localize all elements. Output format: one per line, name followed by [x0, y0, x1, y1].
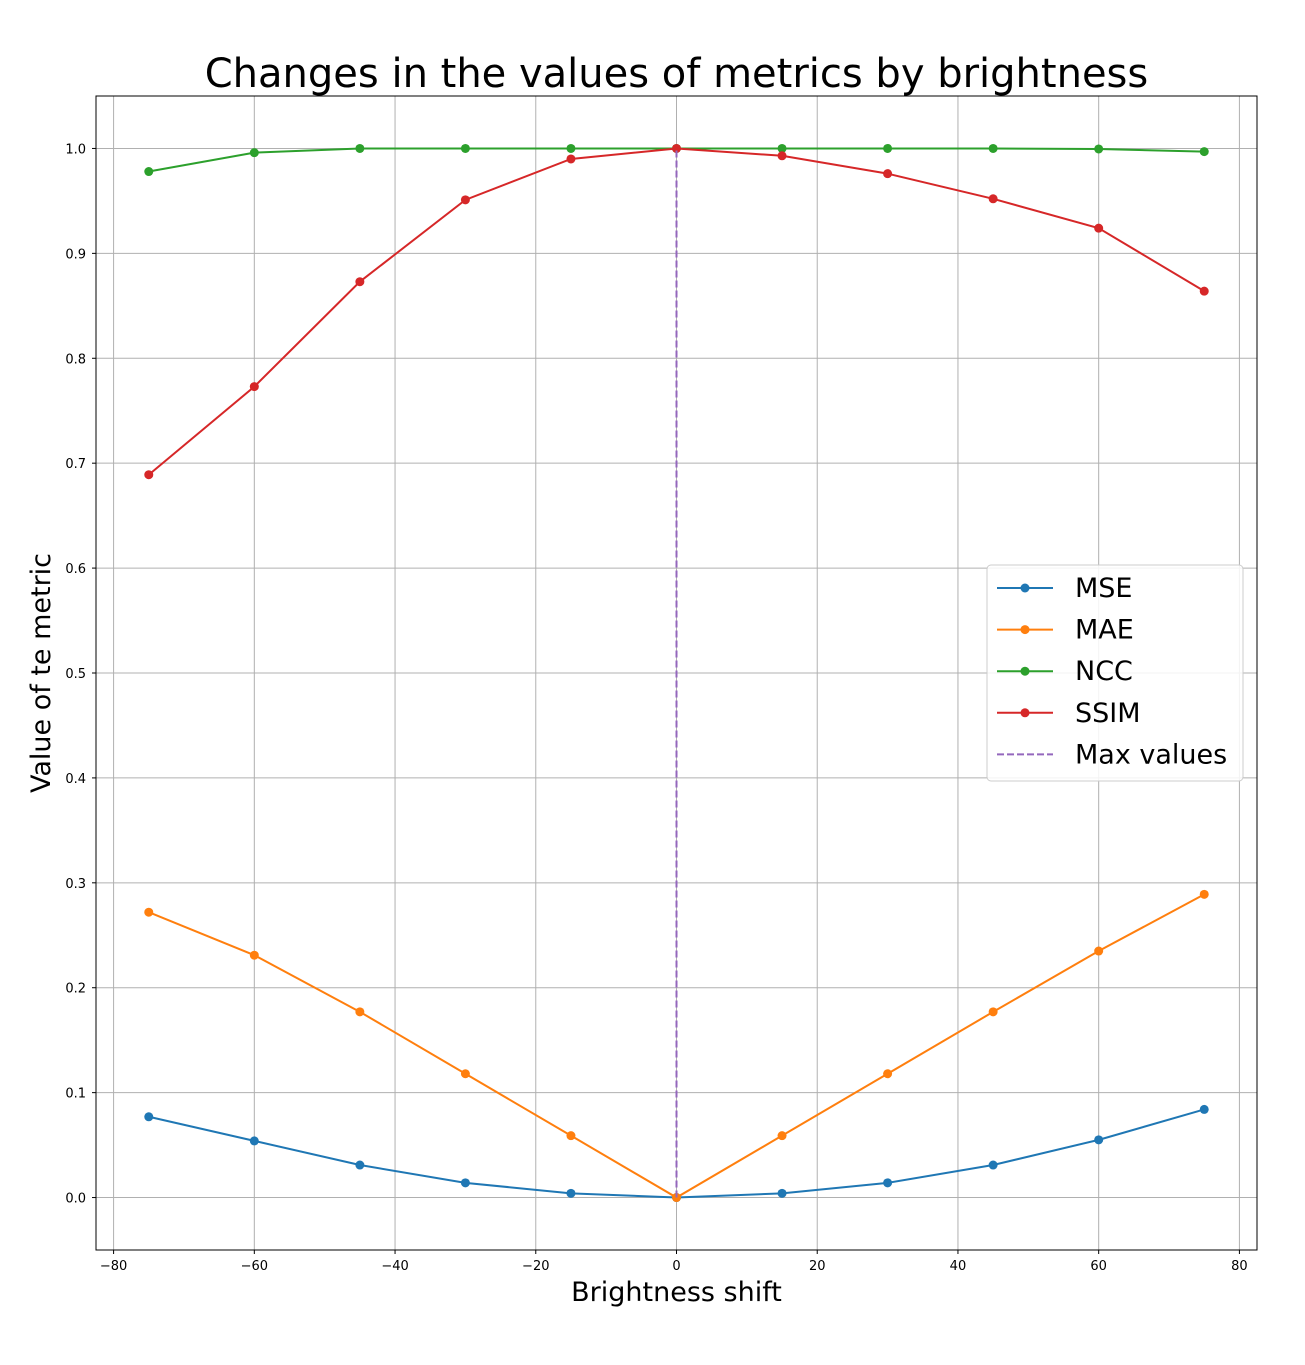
- data-point-ssim: [1199, 286, 1209, 296]
- data-point-mse: [355, 1160, 365, 1170]
- data-point-mse: [249, 1136, 259, 1146]
- legend-item-ncc: NCC: [997, 656, 1133, 687]
- y-tick-label: 0.0: [65, 1192, 86, 1207]
- data-point-ncc: [988, 143, 998, 153]
- data-point-ncc: [566, 143, 576, 153]
- series-ssim: [144, 143, 1209, 480]
- data-point-ssim: [355, 277, 365, 287]
- x-tick-label: 0: [672, 1259, 680, 1274]
- data-point-mae: [460, 1069, 470, 1079]
- legend-item-ssim: SSIM: [997, 698, 1141, 729]
- y-tick-label: 0.4: [65, 772, 86, 787]
- x-tick-label: −40: [381, 1259, 408, 1274]
- data-point-mae: [566, 1131, 576, 1141]
- data-point-mae: [144, 907, 154, 917]
- legend-item-mae: MAE: [997, 615, 1134, 646]
- data-point-ncc: [249, 148, 259, 158]
- legend-marker: [1020, 666, 1030, 676]
- data-point-mae: [883, 1069, 893, 1079]
- legend-item-max-values: Max values: [997, 739, 1227, 770]
- data-point-mae: [777, 1131, 787, 1141]
- data-point-mse: [883, 1178, 893, 1188]
- data-point-ssim: [672, 143, 681, 153]
- data-point-ssim: [1094, 223, 1104, 233]
- x-tick-label: −60: [241, 1259, 268, 1274]
- y-tick-label: 0.9: [65, 247, 86, 262]
- data-point-ncc: [883, 143, 893, 153]
- data-point-ncc: [144, 167, 154, 177]
- y-tick-label: 0.3: [65, 877, 86, 892]
- legend-item-mse: MSE: [997, 573, 1133, 604]
- data-point-ssim: [144, 470, 154, 480]
- data-point-mae: [1094, 946, 1104, 956]
- y-tick-label: 0.5: [65, 667, 86, 682]
- y-tick-label: 0.6: [65, 562, 86, 577]
- legend-marker: [1020, 583, 1030, 593]
- y-tick-label: 0.8: [65, 352, 86, 367]
- data-point-mae: [988, 1007, 998, 1017]
- data-point-mae: [1199, 889, 1209, 899]
- legend-label: Max values: [1075, 739, 1227, 770]
- data-point-ssim: [988, 194, 998, 204]
- data-point-mse: [144, 1112, 154, 1122]
- data-point-mse: [777, 1188, 787, 1198]
- data-point-mae: [249, 950, 259, 960]
- x-tick-label: 60: [1090, 1259, 1107, 1274]
- axis-ticks: −80 −60 −40 −20 0 20 40 60 80 0.0 0.1 0.2 0.3 0.4 0.5 0…: [65, 142, 1247, 1274]
- data-point-mse: [988, 1160, 998, 1170]
- legend-box: [986, 564, 1244, 782]
- x-tick-label: 20: [809, 1259, 826, 1274]
- data-point-ncc: [1094, 144, 1104, 154]
- legend-marker: [1020, 625, 1030, 635]
- data-point-mse: [1199, 1104, 1209, 1114]
- data-point-ssim: [249, 382, 259, 392]
- data-point-mse: [1094, 1135, 1104, 1145]
- y-tick-label: 0.1: [65, 1087, 86, 1102]
- data-point-mse: [566, 1188, 576, 1198]
- legend-label: MAE: [1075, 615, 1134, 646]
- legend-label: SSIM: [1075, 698, 1141, 729]
- data-point-ncc: [355, 143, 365, 153]
- x-tick-label: −80: [100, 1259, 127, 1274]
- data-point-ssim: [883, 169, 893, 179]
- series-layer: [144, 143, 1209, 1203]
- data-point-ssim: [460, 195, 470, 205]
- y-axis-label: Value of te metric: [26, 553, 57, 793]
- data-point-ncc: [1199, 147, 1209, 157]
- data-point-mae: [355, 1007, 365, 1017]
- x-tick-label: 40: [950, 1259, 967, 1274]
- x-tick-label: 80: [1231, 1259, 1248, 1274]
- y-tick-label: 0.7: [65, 457, 86, 472]
- legend-marker: [1020, 708, 1030, 718]
- data-point-ssim: [566, 154, 576, 164]
- legend: MSE MAE NCC SSIM Max values: [986, 564, 1244, 782]
- legend-label: MSE: [1075, 573, 1133, 604]
- chart-title: Changes in the values of metrics by brig…: [205, 51, 1148, 97]
- data-point-ncc: [460, 143, 470, 153]
- data-point-ncc: [777, 143, 787, 153]
- y-tick-label: 0.2: [65, 982, 86, 997]
- x-tick-label: −20: [522, 1259, 549, 1274]
- y-tick-label: 1.0: [65, 142, 86, 157]
- legend-label: NCC: [1075, 656, 1133, 687]
- data-point-mse: [460, 1178, 470, 1188]
- data-point-ssim: [777, 151, 787, 161]
- x-axis-label: Brightness shift: [571, 1277, 782, 1308]
